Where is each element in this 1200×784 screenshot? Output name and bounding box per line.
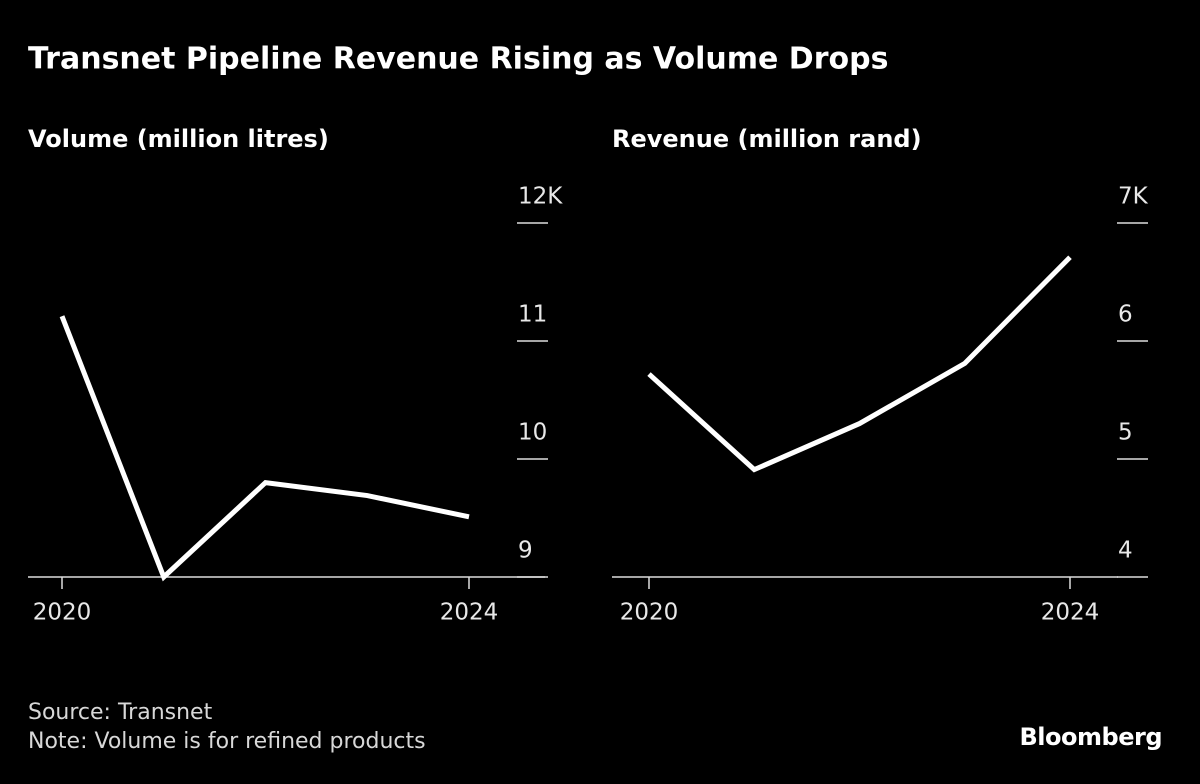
line: [59, 315, 470, 582]
y-tick-label: 12K: [518, 184, 563, 210]
line: [647, 255, 1072, 473]
y-tick-label: 10: [518, 420, 547, 446]
x-tick-label: 2020: [33, 600, 92, 626]
x-tick-label: 2020: [620, 600, 679, 626]
y-tick-label: 7K: [1118, 184, 1149, 210]
x-tick-label: 2024: [1041, 600, 1100, 626]
chart-subtitle: Volume (million litres): [28, 125, 329, 153]
source: Source: Transnet: [28, 700, 213, 725]
y-tick-label: 11: [518, 302, 547, 328]
y-tick-label: 4: [1118, 538, 1133, 564]
brand: Bloomberg: [1020, 723, 1162, 751]
chart-title: Transnet Pipeline Revenue Rising as Volu…: [28, 42, 888, 77]
note: Note: Volume is for refined products: [28, 729, 426, 754]
chart-subtitle: Revenue (million rand): [612, 125, 922, 153]
y-tick-label: 6: [1118, 302, 1133, 328]
y-tick-label: 5: [1118, 420, 1133, 446]
y-tick-label: 9: [518, 538, 533, 564]
x-tick-label: 2024: [440, 600, 499, 626]
